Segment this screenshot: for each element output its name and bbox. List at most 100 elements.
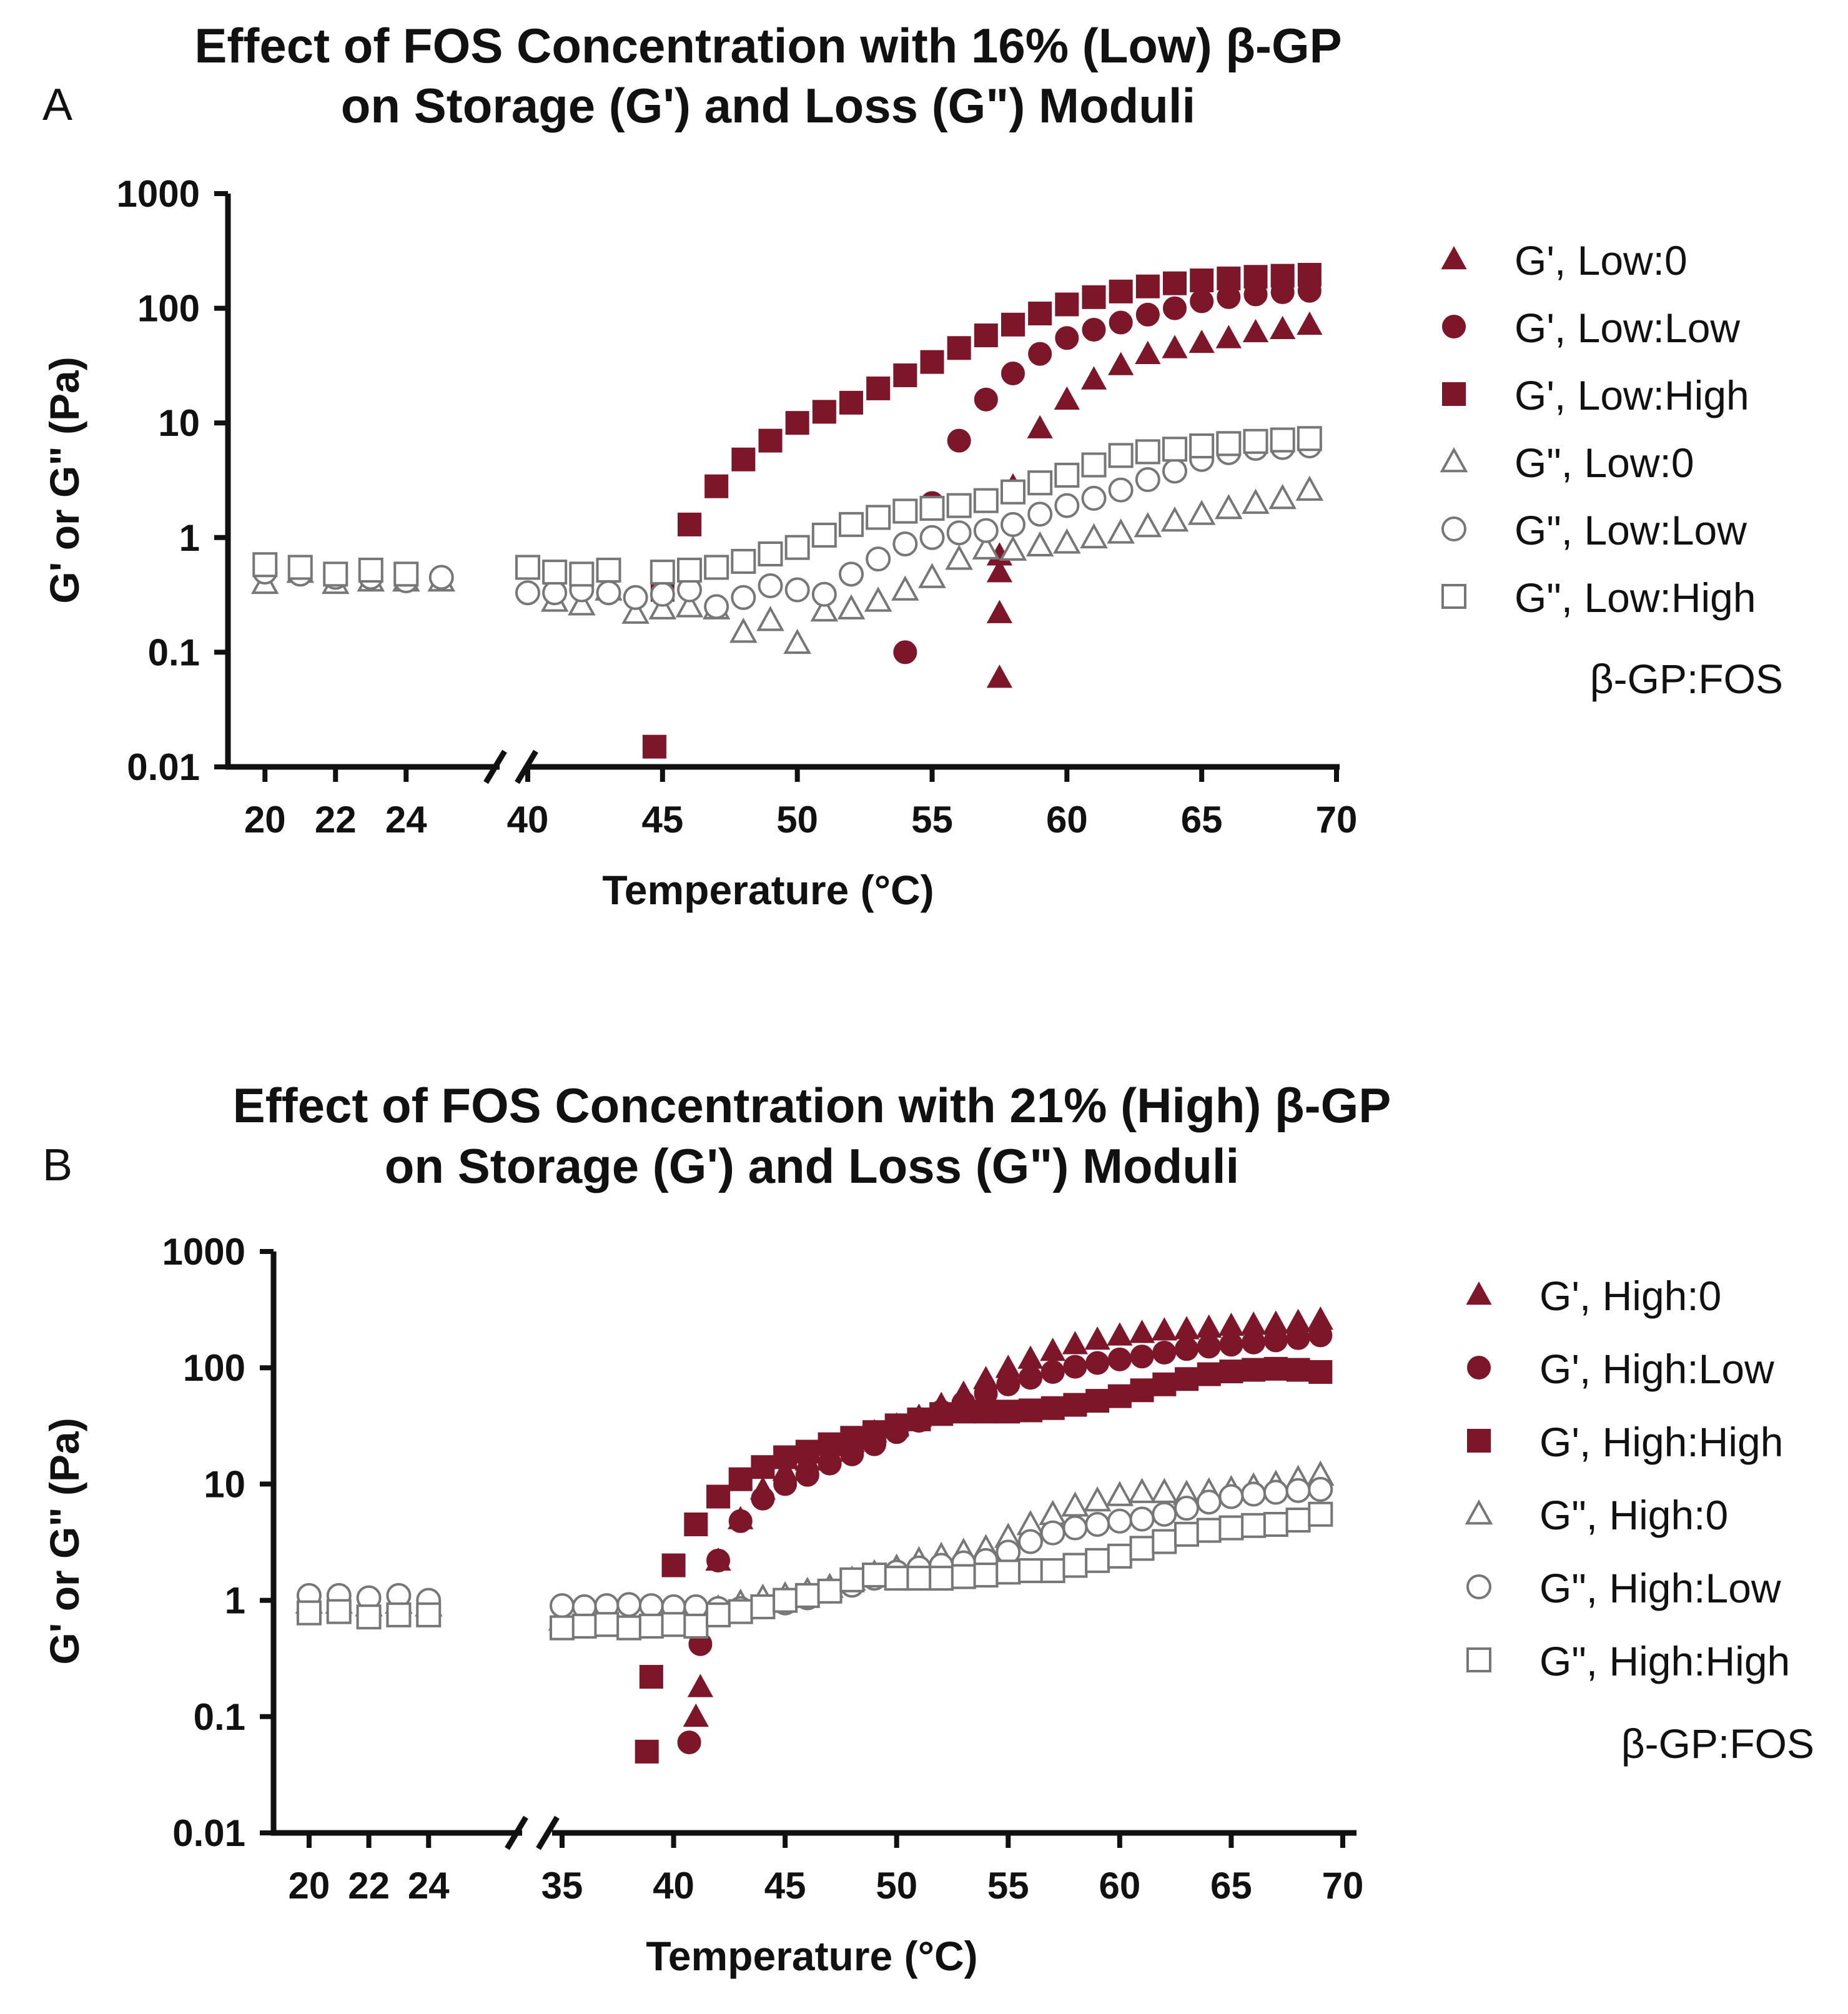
legend-label: G', High:0	[1539, 1273, 1721, 1319]
legend-item: G', High:0	[1466, 1273, 1721, 1319]
legend-marker	[1466, 1647, 1491, 1672]
data-point	[1152, 1372, 1177, 1396]
data-point	[650, 581, 675, 607]
data-point	[616, 1592, 642, 1617]
data-point	[677, 1730, 701, 1755]
data-point	[929, 1402, 954, 1426]
data-point	[1286, 1358, 1310, 1382]
data-point	[1162, 437, 1187, 462]
data-point	[1163, 271, 1187, 295]
data-point	[1189, 433, 1215, 459]
data-point	[907, 1407, 931, 1431]
data-point	[684, 1512, 708, 1536]
x-tick-label: 55	[911, 799, 953, 841]
data-point	[1263, 1356, 1288, 1381]
legend-note: β-GP:FOS	[1621, 1720, 1814, 1767]
x-tick-label: 24	[408, 1865, 450, 1907]
data-point	[1080, 366, 1107, 390]
y-tick-label: 0.1	[194, 1696, 245, 1738]
data-point	[839, 390, 863, 415]
data-point	[1308, 1360, 1333, 1384]
legend-label: G', Low:0	[1514, 237, 1687, 284]
data-point	[906, 1566, 932, 1591]
data-point	[1085, 1548, 1110, 1573]
data-point	[818, 1432, 842, 1456]
data-point	[252, 552, 278, 578]
x-tick-label: 22	[315, 799, 357, 841]
data-point	[1175, 1367, 1198, 1391]
data-point	[1270, 315, 1296, 340]
data-point	[1108, 443, 1134, 468]
data-point	[1054, 462, 1080, 488]
x-ticks: 20 22 24 40 45 50 55 60 65 70	[244, 767, 1358, 841]
x-tick-label: 55	[987, 1865, 1029, 1907]
data-point	[356, 1604, 382, 1630]
legend-label: G", High:High	[1539, 1638, 1790, 1684]
data-point	[1135, 274, 1160, 299]
data-point	[706, 1602, 731, 1627]
x-axis-label: Temperature (°C)	[602, 867, 934, 913]
chart-title-line-2: on Storage (G') and Loss (G") Moduli	[385, 1138, 1239, 1193]
data-point	[1270, 427, 1295, 453]
data-point	[1080, 523, 1108, 549]
data-point	[837, 594, 866, 620]
legend-marker	[1441, 246, 1467, 270]
data-point	[1053, 528, 1081, 554]
data-point	[1268, 483, 1297, 510]
data-point	[864, 586, 892, 612]
data-point	[1082, 285, 1106, 309]
data-point	[1197, 1362, 1221, 1386]
data-point	[1174, 1496, 1199, 1521]
data-point	[1308, 1476, 1333, 1502]
data-point	[810, 596, 839, 622]
x-tick-label: 45	[641, 799, 683, 841]
x-tick-label: 70	[1316, 799, 1358, 841]
legend-item: G", High:0	[1465, 1492, 1728, 1538]
data-point	[594, 1612, 620, 1637]
data-point	[1175, 1337, 1198, 1361]
data-point	[1242, 1358, 1266, 1382]
x-tick-label: 40	[653, 1865, 694, 1907]
y-tick-label: 10	[158, 402, 200, 444]
data-point	[1109, 310, 1133, 335]
data-point	[986, 600, 1013, 623]
axes	[270, 1251, 1356, 1850]
data-point	[1107, 518, 1135, 544]
legend-marker	[1465, 1499, 1493, 1525]
legend-marker-symbol	[1466, 1281, 1492, 1305]
legend-marker-symbol	[1442, 382, 1466, 406]
legend-label: G", Low:Low	[1514, 507, 1747, 553]
panel-b-chart: B Effect of FOS Concentration with 21% (…	[41, 1078, 1814, 1979]
data-point	[1129, 1536, 1155, 1561]
data-point	[550, 1615, 575, 1641]
data-point	[515, 555, 540, 580]
data-point	[571, 1613, 597, 1639]
x-tick-label: 70	[1322, 1865, 1364, 1907]
data-point	[785, 411, 809, 435]
data-point	[1190, 268, 1214, 292]
data-point	[1017, 1345, 1044, 1369]
data-point	[1025, 531, 1054, 557]
data-point	[1162, 335, 1188, 358]
data-point	[945, 545, 973, 570]
data-point	[1108, 352, 1134, 375]
data-point	[919, 495, 945, 521]
data-point	[973, 518, 999, 543]
data-point	[1162, 458, 1187, 484]
data-point	[946, 520, 972, 546]
data-point	[1242, 488, 1270, 514]
data-point	[1040, 1558, 1065, 1584]
data-point	[1188, 329, 1215, 353]
data-point	[974, 323, 998, 348]
data-point	[1286, 1326, 1310, 1350]
data-point	[773, 1587, 798, 1613]
legend-marker	[1440, 447, 1468, 473]
data-point	[542, 560, 568, 585]
legend-marker-symbol	[1440, 447, 1468, 473]
data-point	[1128, 1478, 1156, 1503]
data-point	[1129, 1320, 1155, 1343]
data-point	[1308, 1323, 1333, 1348]
data-point	[996, 1559, 1021, 1585]
data-point	[706, 1484, 730, 1509]
data-point	[1063, 1393, 1087, 1417]
